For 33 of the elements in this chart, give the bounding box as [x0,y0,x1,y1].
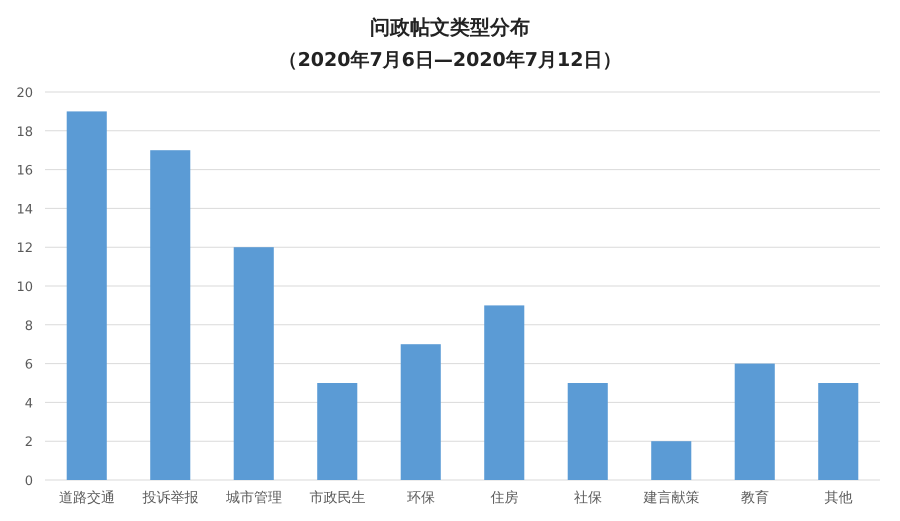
x-tick-label: 建言献策 [642,490,700,506]
bar [150,150,190,480]
x-tick-label: 住房 [489,490,518,506]
bar [317,383,358,480]
x-tick-label: 投诉举报 [141,490,198,506]
y-tick-label: 18 [16,124,33,140]
bar [651,441,692,480]
y-tick-label: 4 [24,396,33,412]
y-tick-label: 10 [16,280,33,295]
x-tick-label: 道路交通 [58,490,115,506]
y-tick-label: 20 [16,86,33,101]
x-tick-label: 市政民生 [309,490,366,506]
x-tick-label: 环保 [406,490,435,506]
y-tick-label: 6 [24,358,33,373]
y-tick-label: 16 [16,164,33,179]
x-tick-label: 其他 [824,490,852,506]
y-tick-label: 14 [16,202,33,218]
x-tick-label: 城市管理 [224,490,282,506]
y-tick-label: 12 [16,241,33,256]
chart-subtitle: （2020年7月6日—2020年7月12日） [278,49,622,71]
x-tick-label: 社保 [574,490,602,506]
x-tick-label: 教育 [740,489,769,506]
bar [66,111,107,480]
y-tick-label: 0 [24,474,33,489]
y-tick-label: 2 [24,435,33,450]
bar [484,305,524,480]
bar [400,344,441,480]
bar [734,364,775,480]
bar [818,383,858,480]
chart-title: 问政帖文类型分布 [370,15,530,39]
y-tick-label: 8 [24,318,33,334]
bar [568,383,608,480]
bar [234,247,274,480]
